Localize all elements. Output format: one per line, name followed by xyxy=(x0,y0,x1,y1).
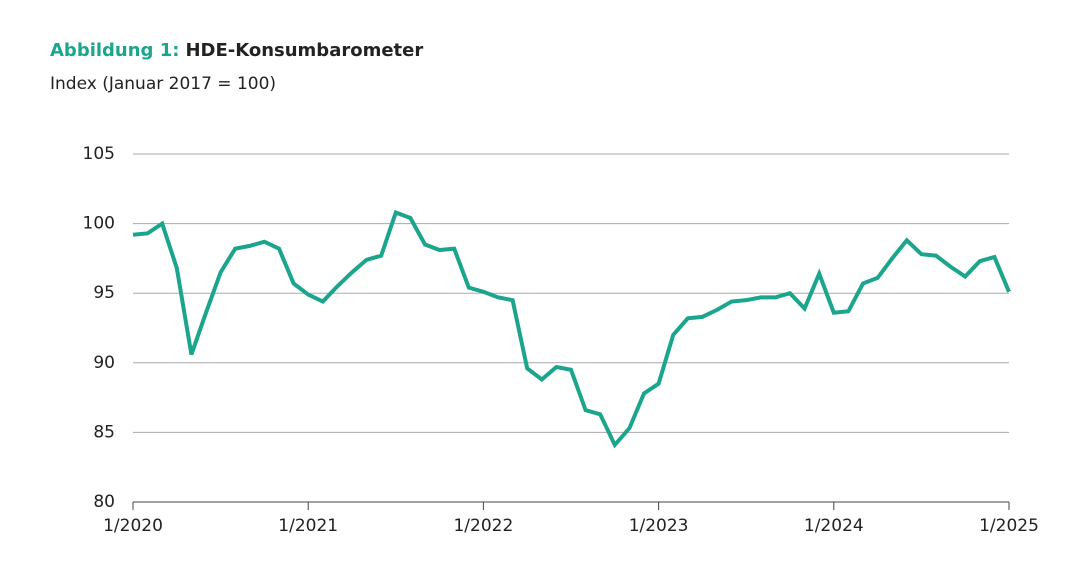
y-tick-label: 105 xyxy=(83,144,115,164)
y-tick-label: 80 xyxy=(93,492,115,512)
x-tick-label: 1/2020 xyxy=(103,516,163,536)
data-line xyxy=(132,209,1011,449)
chart-title-prefix: Abbildung 1: xyxy=(50,40,179,61)
y-tick-label: 85 xyxy=(93,422,115,442)
y-tick-label: 90 xyxy=(93,353,115,373)
chart-subtitle: Index (Januar 2017 = 100) xyxy=(50,74,276,94)
x-tick-label: 1/2024 xyxy=(804,516,864,536)
y-tick-label: 100 xyxy=(83,214,115,234)
x-tick-label: 1/2022 xyxy=(453,516,513,536)
y-tick-label: 95 xyxy=(93,283,115,303)
x-tick-label: 1/2021 xyxy=(278,516,338,536)
chart-title: HDE-Konsumbarometer xyxy=(185,40,423,61)
x-tick-label: 1/2025 xyxy=(979,516,1039,536)
x-tick-label: 1/2023 xyxy=(629,516,689,536)
